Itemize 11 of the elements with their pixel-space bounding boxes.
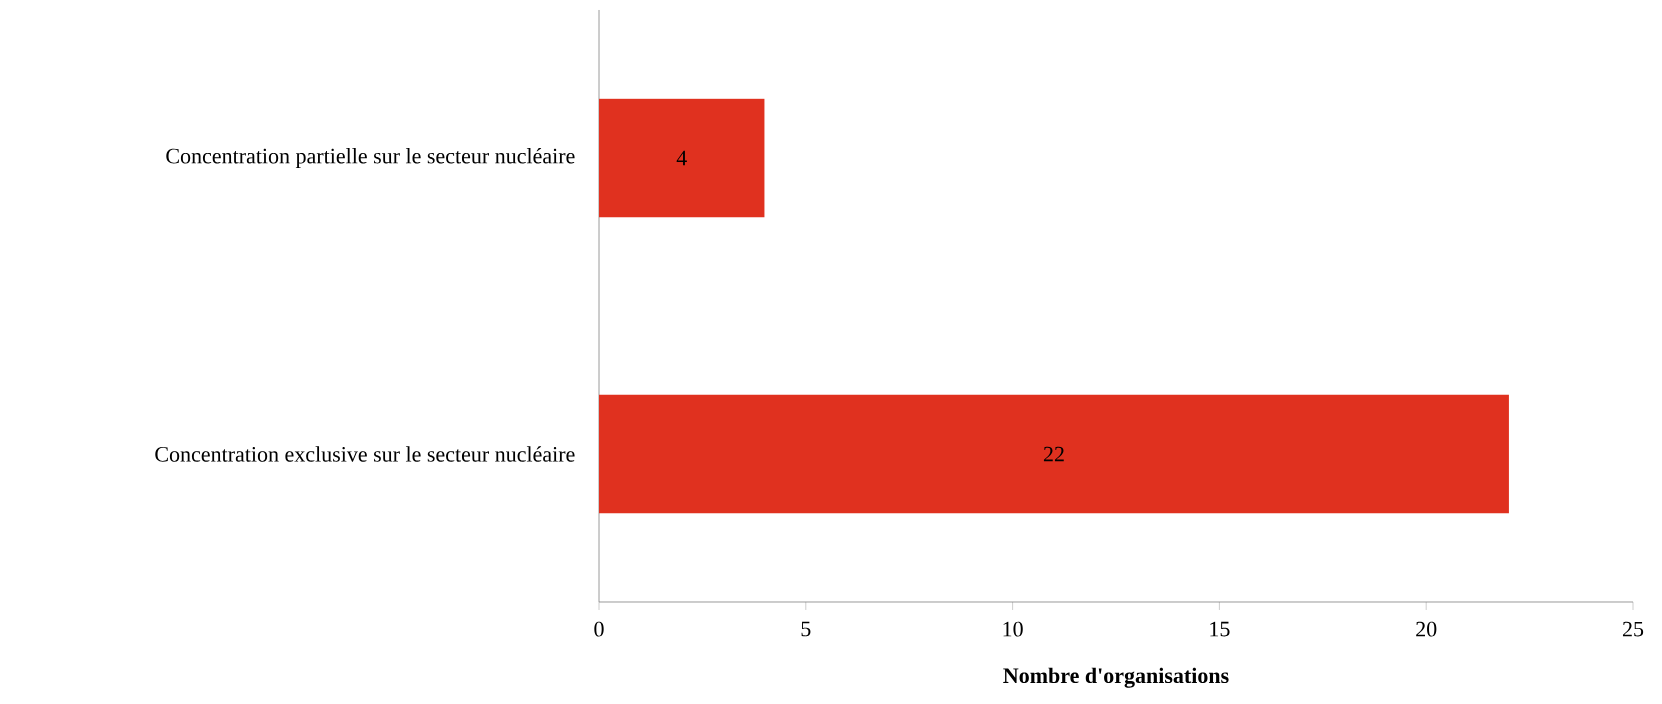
- x-tick-label: 20: [1416, 621, 1437, 637]
- y-tick-label: Concentration exclusive sur le secteur nucléaire: [155, 446, 575, 462]
- data-label: 4: [676, 150, 687, 166]
- y-tick-label: Concentration partielle sur le secteur nucléaire: [166, 148, 575, 168]
- data-label: 22: [1043, 446, 1064, 462]
- x-tick-label: 10: [1003, 621, 1023, 637]
- x-tick-label: 25: [1622, 621, 1644, 637]
- x-tick-label: 0: [594, 621, 604, 637]
- x-tick-label: 15: [1210, 621, 1230, 637]
- x-axis-title: Nombre d'organisations: [1003, 667, 1229, 688]
- x-tick-label: 5: [801, 621, 811, 637]
